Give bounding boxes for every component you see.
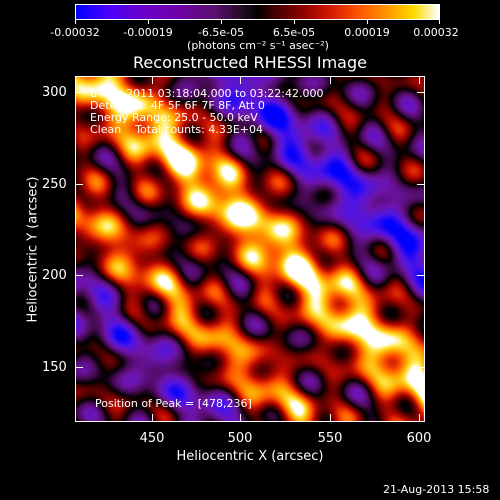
x-axis-tick-top [419,76,420,84]
footer-timestamp: 21-Aug-2013 15:58 [383,483,490,496]
colorbar-tick-label: 0.00032 [413,26,459,39]
y-tick-label: 300 [42,85,67,100]
colorbar-tick-label: -0.00032 [50,26,100,39]
colorbar-tick-label: -6.5e-05 [197,26,245,39]
x-tick-label: 500 [227,431,253,446]
y-axis-tick-right [417,92,425,93]
x-axis-label: Heliocentric X (arcsec) [176,449,324,464]
reconstructed-image-map [76,77,424,421]
colorbar-tick-label: 0.00019 [344,26,390,39]
x-tick-label: 600 [406,431,432,446]
image-plot-frame: 6-Aug-2011 03:18:04.000 to 03:22:42.000 … [75,76,425,422]
colorbar-tick [294,20,295,24]
info-peak-position: Position of Peak = [478,236] [95,397,252,410]
colorbar-tick [367,20,368,24]
x-axis-tick-top [240,76,241,84]
colorbar [75,4,440,20]
y-axis-tick-right [417,184,425,185]
plot-title: Reconstructed RHESSI Image [133,53,367,72]
x-tick-label: 450 [139,431,165,446]
colorbar-tick [75,20,76,24]
x-axis-tick-top [152,76,153,84]
x-axis-tick [240,414,241,422]
y-tick-label: 250 [42,177,67,192]
y-axis-tick-right [417,367,425,368]
y-axis-tick [75,367,83,368]
colorbar-tick [221,20,222,24]
y-tick-label: 200 [42,268,67,283]
colorbar-tick [439,20,440,24]
info-detectors: Detectors: 4F 5F 6F 7F 8F, Att 0 [90,99,265,112]
x-axis-tick-top [330,76,331,84]
y-axis-tick [75,92,83,93]
x-axis-tick [152,414,153,422]
colorbar-unit-label: (photons cm⁻² s⁻¹ asec⁻²) [187,39,329,52]
y-axis-tick-right [417,275,425,276]
y-tick-label: 150 [42,360,67,375]
info-clean-counts: Clean Total counts: 4.33E+04 [90,123,264,136]
y-axis-tick [75,275,83,276]
info-time-range: 6-Aug-2011 03:18:04.000 to 03:22:42.000 [90,87,324,100]
colorbar-tick [148,20,149,24]
x-axis-tick [330,414,331,422]
x-axis-tick [419,414,420,422]
info-energy-range: Energy Range: 25.0 - 50.0 keV [90,111,258,124]
colorbar-tick-label: 6.5e-05 [272,26,316,39]
y-axis-label: Heliocentric Y (arcsec) [25,176,41,323]
colorbar-tick-label: -0.00019 [123,26,173,39]
x-tick-label: 550 [317,431,343,446]
y-axis-tick [75,184,83,185]
